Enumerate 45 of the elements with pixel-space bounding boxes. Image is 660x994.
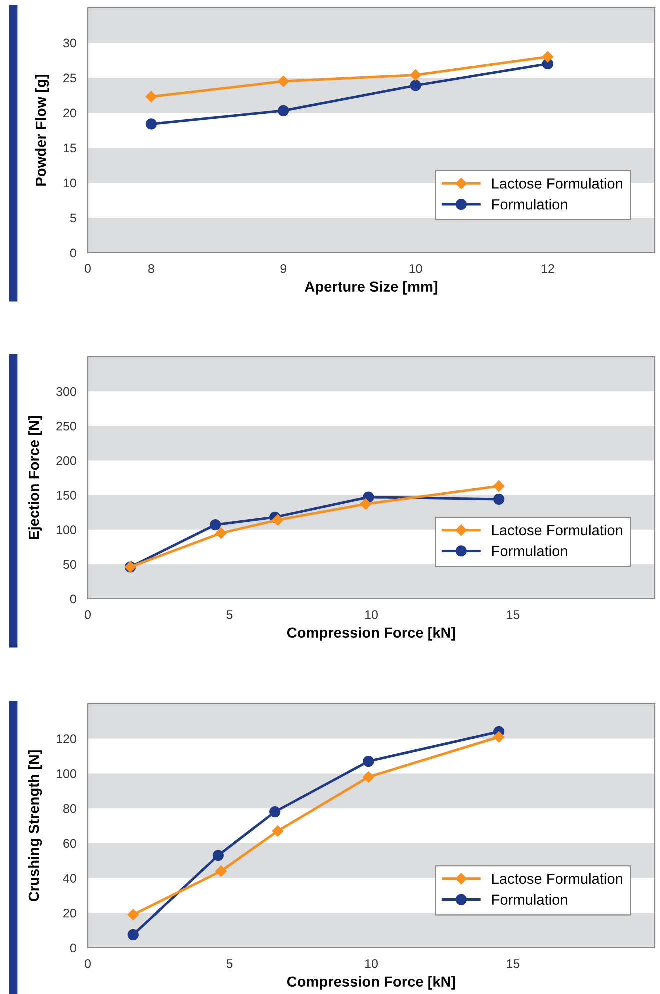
y-tick-label: 0 xyxy=(70,594,76,604)
x-tick-label: 9 xyxy=(280,264,286,274)
y-axis-title: Crushing Strength [N] xyxy=(28,750,42,902)
y-tick-label: 25 xyxy=(64,74,76,83)
y-tick-label: 5 xyxy=(70,214,76,223)
y-tick-label: 250 xyxy=(56,422,76,431)
y-tick-label: 300 xyxy=(56,387,76,396)
x-tick-label: 5 xyxy=(226,960,233,968)
y-tick-label: 10 xyxy=(64,178,76,188)
x-tick-label: 10 xyxy=(366,610,378,620)
y-tick-label: 50 xyxy=(63,560,76,570)
x-axis-title: Compression Force [kN] xyxy=(287,627,456,641)
y-tick-label: 100 xyxy=(56,770,76,778)
x-tick-label: 10 xyxy=(366,959,378,968)
y-tick-label: 100 xyxy=(56,526,76,535)
y-tick-label: 0 xyxy=(70,944,76,953)
y-tick-label: 20 xyxy=(64,108,76,118)
x-axis-title: Compression Force [kN] xyxy=(287,976,456,990)
legend-label: Formulation xyxy=(492,894,568,906)
y-tick-label: 15 xyxy=(64,144,76,153)
x-tick-label: 10 xyxy=(410,264,422,274)
y-axis-title: Ejection Force [N] xyxy=(28,416,42,540)
legend-label: Lactose Formulation xyxy=(492,178,622,189)
x-axis-title: Aperture Size [mm] xyxy=(305,281,438,295)
y-tick-label: 120 xyxy=(56,734,76,744)
legend-label: Formulation xyxy=(492,546,568,556)
y-axis-title: Powder Flow [g] xyxy=(35,75,50,186)
y-tick-label: 30 xyxy=(63,38,76,48)
y-tick-label: 20 xyxy=(64,908,76,918)
x-tick-label: 8 xyxy=(148,264,154,274)
y-tick-label: 150 xyxy=(56,491,76,500)
legend-label: Lactose Formulation xyxy=(492,524,622,536)
x-tick-label: 15 xyxy=(507,610,520,620)
y-tick-label: 80 xyxy=(64,804,76,814)
x-tick-label: 0 xyxy=(85,959,91,968)
x-tick-label: 0 xyxy=(85,610,91,620)
x-tick-label: 12 xyxy=(542,264,554,274)
y-tick-label: 200 xyxy=(56,456,76,466)
x-tick-label: 15 xyxy=(507,960,520,968)
y-tick-label: 0 xyxy=(70,248,76,258)
legend-label: Formulation xyxy=(492,199,568,210)
y-tick-label: 60 xyxy=(64,839,76,848)
legend-label: Lactose Formulation xyxy=(492,873,622,884)
y-tick-label: 40 xyxy=(63,874,76,883)
x-tick-label: 5 xyxy=(226,610,233,620)
